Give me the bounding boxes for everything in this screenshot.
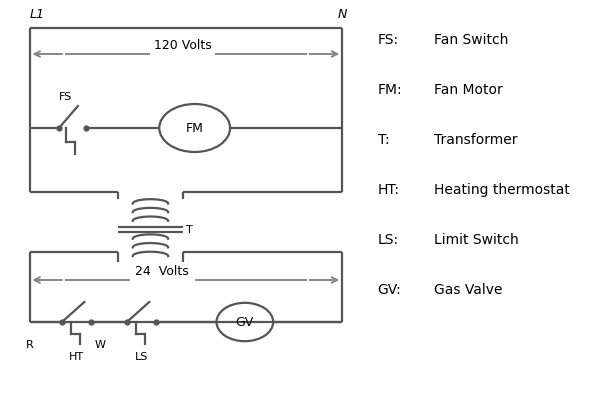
- Text: HT: HT: [69, 352, 84, 362]
- Text: T:: T:: [378, 133, 389, 147]
- Text: Limit Switch: Limit Switch: [434, 233, 519, 247]
- Text: Fan Switch: Fan Switch: [434, 33, 508, 47]
- Text: T: T: [186, 225, 192, 235]
- Text: 120 Volts: 120 Volts: [154, 39, 212, 52]
- Text: FM: FM: [186, 122, 204, 134]
- Text: HT:: HT:: [378, 183, 399, 197]
- Text: 24  Volts: 24 Volts: [135, 265, 189, 278]
- Text: R: R: [25, 340, 34, 350]
- Text: FS:: FS:: [378, 33, 399, 47]
- Text: Heating thermostat: Heating thermostat: [434, 183, 569, 197]
- Text: L1: L1: [30, 8, 44, 21]
- Text: W: W: [94, 340, 106, 350]
- Text: Gas Valve: Gas Valve: [434, 283, 502, 297]
- Text: GV: GV: [236, 316, 254, 328]
- Text: LS: LS: [135, 352, 148, 362]
- Text: Transformer: Transformer: [434, 133, 517, 147]
- Text: N: N: [337, 8, 347, 21]
- Text: Fan Motor: Fan Motor: [434, 83, 503, 97]
- Text: FM:: FM:: [378, 83, 402, 97]
- Text: FS: FS: [59, 92, 72, 102]
- Text: GV:: GV:: [378, 283, 401, 297]
- Text: LS:: LS:: [378, 233, 399, 247]
